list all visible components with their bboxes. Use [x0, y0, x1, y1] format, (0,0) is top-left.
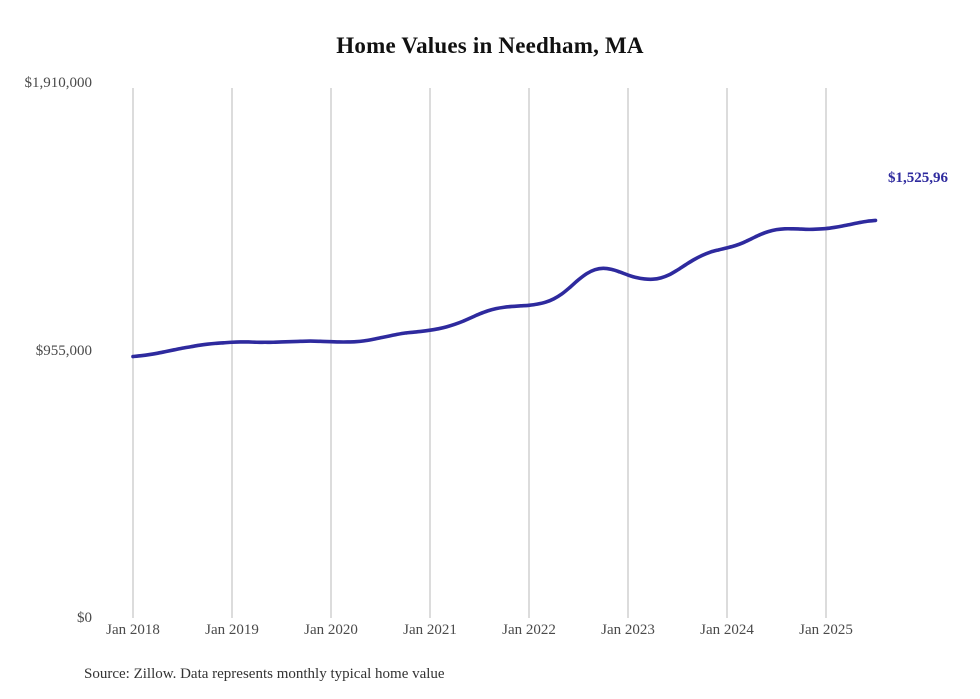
x-axis-tick: Jan 2023 — [601, 622, 655, 638]
x-axis-tick: Jan 2019 — [205, 622, 259, 638]
x-axis-tick: Jan 2025 — [799, 622, 853, 638]
y-axis-tick-mid: $955,000 — [35, 343, 92, 359]
y-axis-tick-max: $1,910,000 — [24, 75, 93, 91]
x-axis-tick: Jan 2024 — [700, 622, 754, 638]
x-axis-tick: Jan 2018 — [106, 622, 160, 638]
chart-title: Home Values in Needham, MA — [336, 33, 644, 58]
x-axis-tick: Jan 2021 — [403, 622, 457, 638]
x-axis-tick: Jan 2020 — [304, 622, 358, 638]
home-value-line — [131, 218, 878, 359]
source-note: Source: Zillow. Data represents monthly … — [84, 666, 445, 682]
x-axis-tick: Jan 2022 — [502, 622, 556, 638]
end-value-annotation: $1,525,96 — [888, 170, 948, 186]
y-axis-tick-zero: $0 — [77, 610, 92, 626]
gridlines — [132, 88, 827, 618]
